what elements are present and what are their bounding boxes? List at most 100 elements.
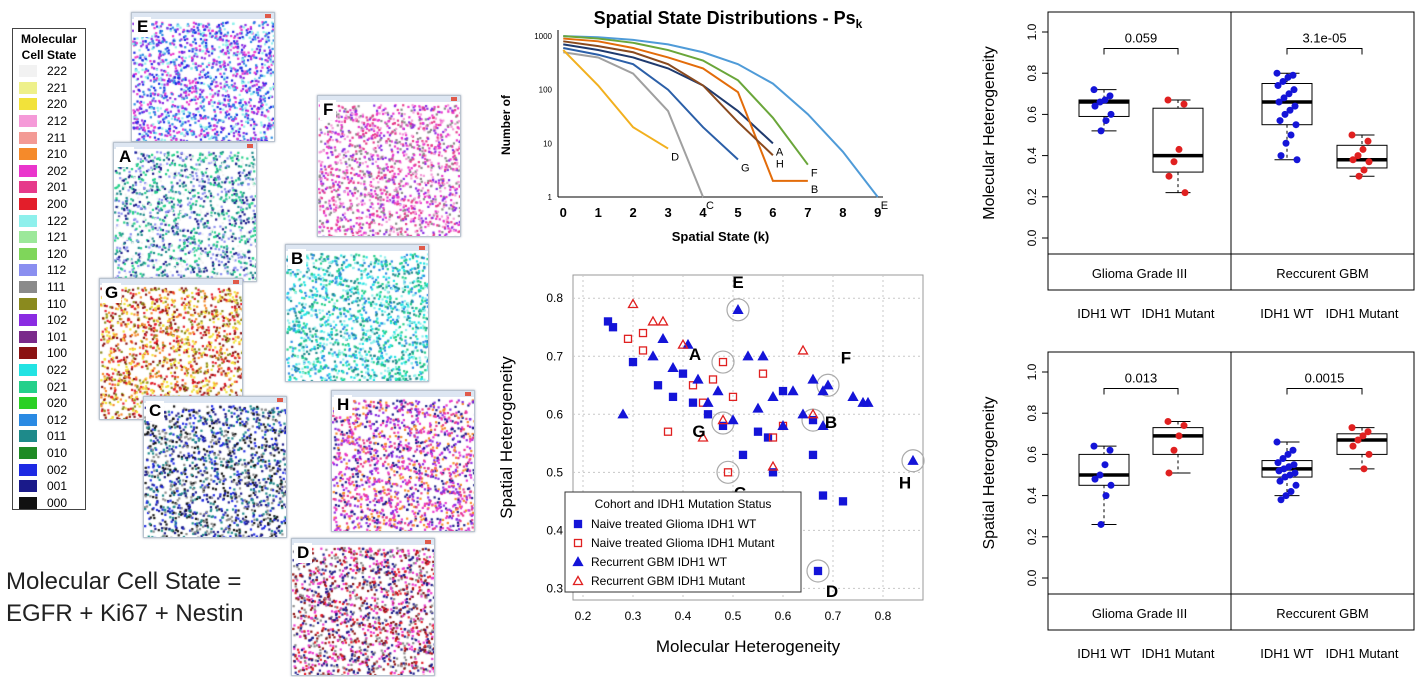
- tissue-image-a: A: [113, 142, 257, 282]
- x-tick-label: 9: [874, 205, 881, 220]
- y-tick-label: 0.3: [546, 581, 563, 595]
- annotation-label: F: [841, 348, 851, 367]
- legend-item: 101: [13, 329, 85, 346]
- legend-swatch: [19, 198, 37, 211]
- marker-square: [838, 497, 848, 506]
- marker-triangle: [572, 575, 584, 586]
- marker-square: [623, 334, 633, 343]
- y-tick-label: 0.5: [546, 465, 563, 479]
- close-icon: [465, 392, 471, 396]
- marker-square: [728, 392, 738, 402]
- data-point: [1359, 432, 1367, 440]
- legend-item: 120: [13, 246, 85, 263]
- data-point: [1101, 461, 1109, 469]
- legend-label: 022: [47, 362, 68, 377]
- marker-square: [603, 317, 613, 326]
- legend-item: 211: [13, 129, 85, 146]
- legend-item: 010: [13, 445, 85, 462]
- legend-entry: Recurrent GBM IDH1 Mutant: [591, 574, 746, 588]
- highlight-circle: [716, 460, 740, 484]
- legend-swatch: [19, 297, 37, 310]
- marker-triangle: [817, 420, 829, 431]
- data-point: [1096, 471, 1104, 479]
- marker-square: [718, 421, 728, 431]
- legend-label: 011: [47, 429, 67, 444]
- y-axis-label: Molecular Heterogeneity: [981, 46, 998, 219]
- tissue-image-b: B: [285, 244, 429, 382]
- series-label: G: [741, 163, 750, 175]
- legend-label: 220: [47, 97, 68, 112]
- legend-label: 102: [47, 313, 68, 328]
- data-point: [1281, 110, 1289, 118]
- close-icon: [247, 144, 253, 148]
- pvalue-bracket: [1103, 387, 1179, 395]
- molecular-heterogeneity-boxplot: Glioma Grade III Reccurent GBM 0.0 0.2 0.4 0.…: [981, 11, 1415, 321]
- data-point: [1175, 145, 1183, 153]
- data-point: [1096, 98, 1104, 106]
- annotation-label: E: [732, 273, 743, 292]
- x-tick-label: IDH1 Mutant: [1142, 306, 1215, 321]
- pvalue-label: 0.013: [1125, 370, 1158, 385]
- legend-swatch: [19, 314, 37, 327]
- legend-swatch: [19, 430, 37, 443]
- marker-triangle: [907, 454, 919, 465]
- window-titlebar: [292, 539, 434, 545]
- data-point: [1360, 465, 1368, 473]
- series-line-e: [563, 35, 879, 198]
- window-titlebar: [132, 13, 274, 19]
- marker-square: [638, 346, 648, 355]
- close-icon: [419, 246, 425, 250]
- y-tick-label: 0.6: [546, 407, 563, 421]
- legend-label: 122: [47, 213, 68, 228]
- marker-triangle: [742, 350, 754, 361]
- data-point: [1097, 520, 1105, 528]
- data-point: [1364, 428, 1372, 436]
- data-point: [1102, 492, 1110, 500]
- marker-square: [668, 392, 678, 402]
- group-label: Glioma Grade III: [1092, 266, 1187, 281]
- data-point: [1164, 417, 1172, 425]
- data-point: [1291, 102, 1299, 110]
- data-point: [1276, 117, 1284, 125]
- marker-triangle: [702, 396, 714, 407]
- group-label: Reccurent GBM: [1276, 606, 1368, 621]
- formula-line1: Molecular Cell State =: [6, 568, 242, 595]
- annotation-label: G: [692, 422, 705, 441]
- marker-triangle: [572, 556, 584, 567]
- x-tick-label: 8: [839, 205, 846, 220]
- data-point: [1360, 166, 1368, 174]
- data-point: [1275, 467, 1283, 475]
- x-tick-label: 1: [595, 205, 602, 220]
- legend-label: 111: [47, 280, 66, 295]
- pvalue-label: 0.059: [1125, 30, 1158, 45]
- legend-item: 202: [13, 163, 85, 180]
- legend-label: 021: [47, 379, 68, 394]
- legend-label: 101: [47, 329, 68, 344]
- legend-label: 000: [47, 495, 68, 510]
- marker-square: [688, 381, 698, 390]
- data-point: [1292, 481, 1300, 489]
- legend-title: Cohort and IDH1 Mutation Status: [595, 497, 772, 511]
- y-tick-label: 1: [548, 193, 553, 202]
- legend-swatch: [19, 446, 37, 459]
- x-axis-label: Molecular Heterogeneity: [656, 637, 841, 656]
- marker-triangle: [647, 315, 659, 326]
- marker-square: [608, 323, 618, 332]
- y-tick-label: 0.4: [1025, 147, 1039, 164]
- data-point: [1274, 459, 1282, 467]
- data-point: [1091, 102, 1099, 110]
- legend-label: 100: [47, 346, 68, 361]
- legend-entry: Naive treated Glioma IDH1 WT: [591, 517, 757, 531]
- legend-label: 002: [47, 462, 68, 477]
- data-point: [1279, 455, 1287, 463]
- tissue-canvas: [100, 279, 242, 419]
- close-icon: [277, 398, 283, 402]
- x-tick-label: 5: [734, 205, 741, 220]
- x-tick-label: 0.4: [675, 609, 692, 623]
- tile-label: E: [134, 17, 152, 37]
- marker-triangle: [817, 385, 829, 396]
- marker-triangle: [697, 431, 709, 442]
- legend-label: 110: [47, 296, 67, 311]
- marker-square: [813, 566, 823, 576]
- marker-triangle: [862, 396, 874, 407]
